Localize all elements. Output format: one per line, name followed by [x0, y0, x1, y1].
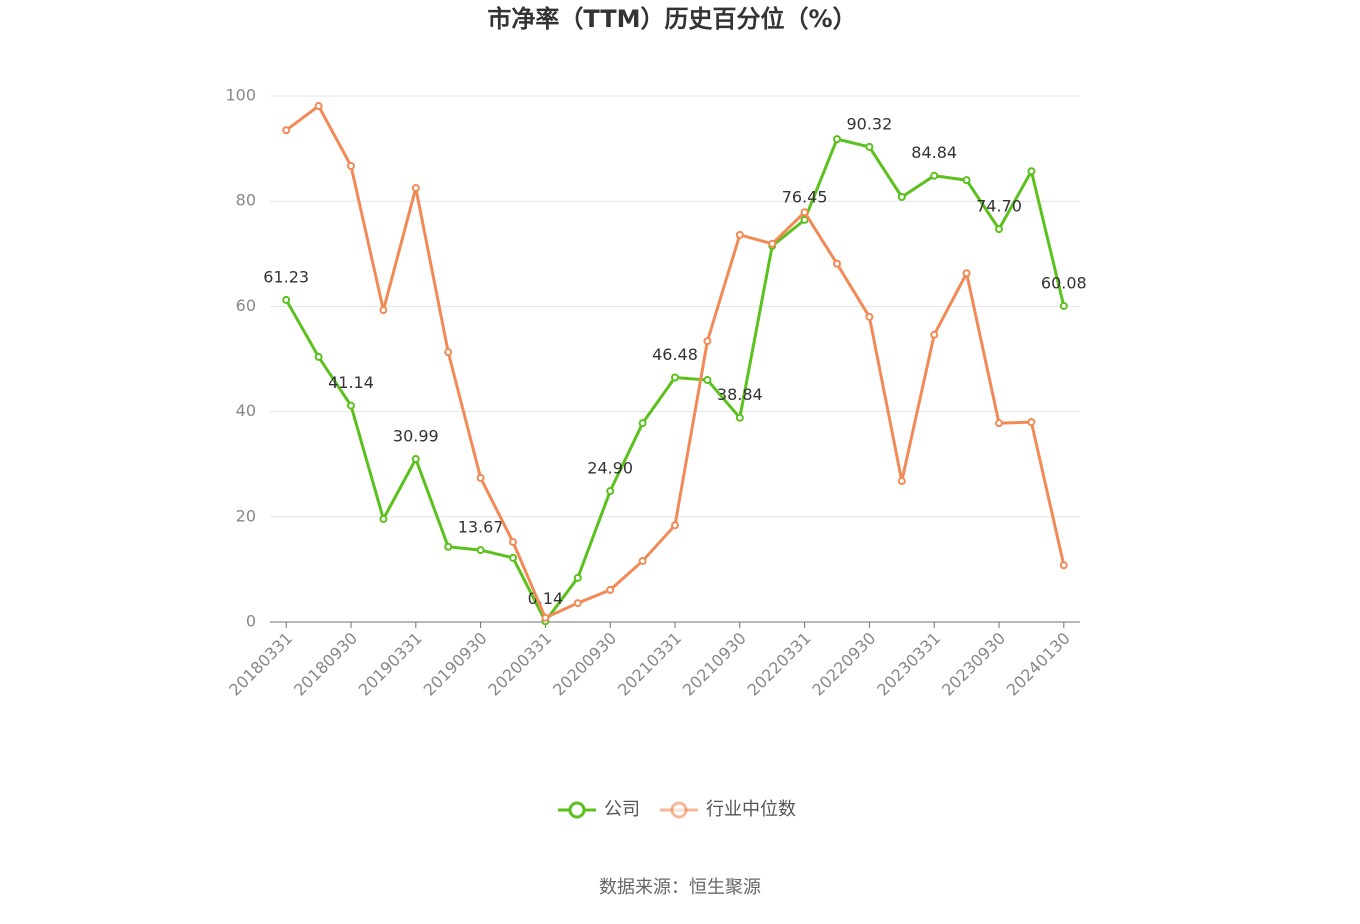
data-point [606, 585, 615, 594]
x-tick-label: 20210930 [679, 629, 750, 700]
data-point [865, 312, 874, 321]
data-point [379, 514, 388, 523]
y-tick-label: 80 [236, 191, 256, 210]
data-point [865, 142, 874, 151]
data-point [703, 376, 712, 385]
data-label: 13.67 [458, 518, 504, 537]
data-point [411, 454, 420, 463]
data-point [800, 215, 809, 224]
data-point [638, 556, 647, 565]
data-point [606, 487, 615, 496]
data-point [573, 573, 582, 582]
data-point [703, 337, 712, 346]
data-point [638, 419, 647, 428]
data-point [476, 473, 485, 482]
data-label: 74.70 [976, 197, 1022, 216]
x-tick-label: 20190930 [420, 629, 491, 700]
data-point [671, 373, 679, 382]
data-label: 61.23 [263, 267, 309, 286]
data-point [735, 230, 744, 239]
legend-label[interactable]: 行业中位数 [706, 799, 796, 820]
data-point [833, 259, 841, 268]
x-tick-label: 20210331 [614, 629, 685, 700]
x-tick-label: 20180331 [225, 629, 296, 700]
data-point [833, 135, 841, 144]
data-point [962, 176, 971, 185]
data-label: 76.45 [782, 187, 828, 206]
source: 数据来源：恒生聚源 [599, 877, 761, 898]
data-point [573, 599, 582, 608]
x-tick-label: 20230930 [938, 629, 1009, 700]
x-tick-label: 20240130 [1003, 629, 1074, 700]
data-label: 46.48 [652, 345, 698, 364]
data-point [995, 225, 1003, 234]
legend-marker [568, 801, 586, 819]
data-point [444, 542, 453, 551]
data-point [897, 192, 906, 201]
x-tick-label: 20200331 [484, 629, 555, 700]
data-point [314, 352, 323, 361]
data-label: 24.90 [587, 459, 633, 478]
y-tick-label: 40 [236, 401, 256, 420]
y-tick-label: 0 [246, 612, 256, 631]
x-tick-label: 20220930 [808, 629, 879, 700]
y-tick-label: 20 [236, 506, 256, 525]
chart-title: 市净率（TTM）历史百分位（%） [487, 5, 856, 33]
data-point [347, 401, 355, 410]
data-point [282, 295, 291, 304]
data-label: 60.08 [1041, 273, 1087, 292]
data-point [1059, 561, 1068, 570]
data-point [1027, 418, 1036, 427]
data-point [541, 613, 550, 622]
data-point [411, 184, 420, 193]
data-label: 90.32 [846, 114, 892, 133]
data-point [930, 330, 939, 339]
data-point [800, 208, 809, 217]
legend-marker [670, 801, 688, 819]
x-tick-label: 20180930 [290, 629, 361, 700]
x-tick-label: 20230331 [873, 629, 944, 700]
data-point [995, 419, 1003, 428]
data-label: 30.99 [393, 426, 439, 445]
data-point [282, 126, 291, 135]
x-tick-label: 20220331 [744, 629, 815, 700]
data-point [476, 546, 485, 555]
legend-label[interactable]: 公司 [604, 799, 640, 820]
data-label: 84.84 [911, 143, 957, 162]
data-point [962, 269, 971, 278]
data-point [897, 477, 906, 486]
data-point [509, 553, 517, 562]
data-label: 41.14 [328, 373, 374, 392]
data-point [444, 348, 453, 357]
data-point [314, 101, 323, 110]
data-point [1059, 301, 1068, 310]
data-point [671, 521, 679, 530]
data-point [509, 538, 517, 547]
y-tick-label: 60 [236, 296, 256, 315]
y-tick-label: 100 [225, 86, 256, 105]
data-point [735, 413, 744, 422]
data-point [1027, 167, 1036, 176]
data-point [768, 239, 777, 248]
data-label: 38.84 [717, 385, 763, 404]
data-point [930, 171, 939, 180]
data-point [347, 161, 355, 170]
x-tick-label: 20190331 [355, 629, 426, 700]
x-tick-label: 20200930 [549, 629, 620, 700]
data-point [379, 306, 388, 315]
